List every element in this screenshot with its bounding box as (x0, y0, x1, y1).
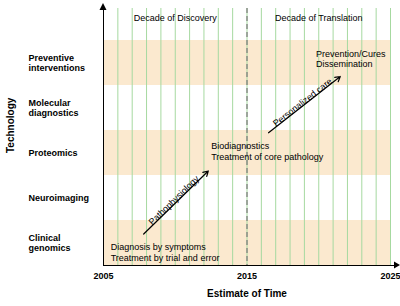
svg-text:Technology: Technology (5, 97, 16, 153)
svg-text:2025: 2025 (380, 271, 400, 281)
svg-text:Preventiveinterventions: Preventiveinterventions (29, 53, 86, 73)
svg-text:Pathophysiology: Pathophysiology (147, 173, 202, 227)
svg-text:Personalized care: Personalized care (271, 76, 334, 128)
svg-text:Decade of Discovery: Decade of Discovery (134, 13, 218, 23)
svg-text:Proteomics: Proteomics (29, 148, 78, 158)
svg-text:2005: 2005 (93, 271, 113, 281)
svg-text:Clinicalgenomics: Clinicalgenomics (29, 233, 71, 253)
svg-text:Neuroimaging: Neuroimaging (29, 193, 90, 203)
svg-text:2015: 2015 (237, 271, 257, 281)
svg-text:Moleculardiagnostics: Moleculardiagnostics (29, 98, 79, 118)
svg-text:Decade of Translation: Decade of Translation (275, 13, 363, 23)
svg-text:Prevention/CuresDissemination: Prevention/CuresDissemination (316, 49, 386, 70)
svg-text:Diagnosis by symptomsTreatment: Diagnosis by symptomsTreatment by trial … (111, 242, 220, 263)
svg-text:Estimate of Time: Estimate of Time (207, 288, 287, 299)
svg-text:BiodiagnosticsTreatment of cor: BiodiagnosticsTreatment of core patholog… (211, 141, 324, 162)
